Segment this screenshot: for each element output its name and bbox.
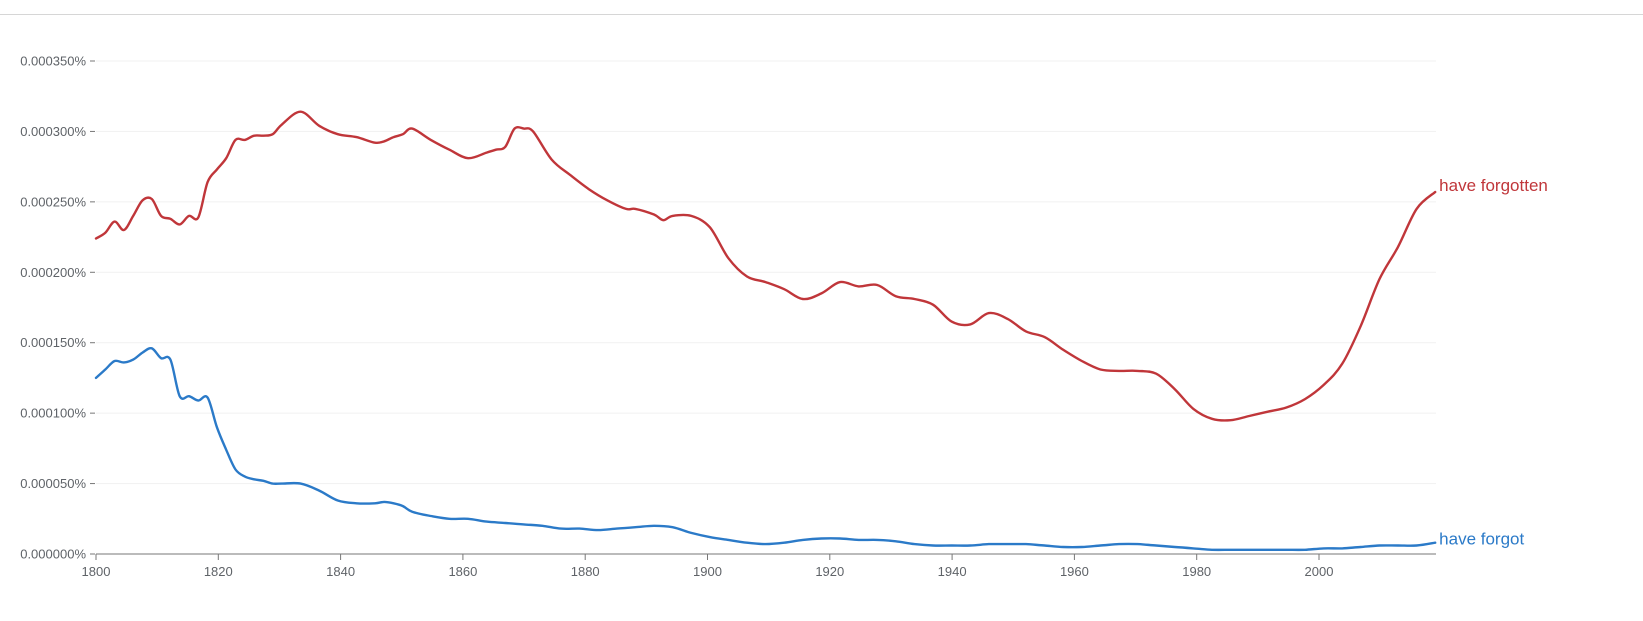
top-divider bbox=[0, 14, 1643, 15]
series-line-have-forgot bbox=[94, 346, 1437, 552]
x-tick-label: 1920 bbox=[815, 564, 844, 579]
x-tick-label: 1820 bbox=[204, 564, 233, 579]
y-tick-label: 0.000100% bbox=[20, 406, 86, 421]
y-tick-label: 0.000050% bbox=[20, 476, 86, 491]
gridlines bbox=[96, 60, 1436, 485]
x-tick-label: 1900 bbox=[693, 564, 722, 579]
series-line-have-forgotten bbox=[94, 110, 1437, 422]
series-label-have-forgotten: have forgotten bbox=[1439, 176, 1548, 195]
y-tick-label: 0.000000% bbox=[20, 547, 86, 562]
x-tick-label: 2000 bbox=[1305, 564, 1334, 579]
y-tick-label: 0.000150% bbox=[20, 335, 86, 350]
series-label-have-forgot: have forgot bbox=[1439, 530, 1524, 549]
x-tick-label: 1940 bbox=[938, 564, 967, 579]
x-tick-label: 1860 bbox=[448, 564, 477, 579]
x-tick-label: 1980 bbox=[1182, 564, 1211, 579]
y-axis: 0.000000% 0.000050% 0.000100% 0.000150% 0.00… bbox=[20, 54, 95, 562]
y-tick-label: 0.000200% bbox=[20, 265, 86, 280]
x-tick-label: 1800 bbox=[82, 564, 111, 579]
x-tick-label: 1960 bbox=[1060, 564, 1089, 579]
y-tick-label: 0.000250% bbox=[20, 194, 86, 209]
y-tick-label: 0.000300% bbox=[20, 124, 86, 139]
x-tick-label: 1880 bbox=[571, 564, 600, 579]
x-axis: 1800 1820 1840 1860 1880 1900 1920 1940 1960 1980… bbox=[82, 553, 1436, 579]
y-tick-label: 0.000350% bbox=[20, 54, 86, 69]
x-tick-label: 1840 bbox=[326, 564, 355, 579]
